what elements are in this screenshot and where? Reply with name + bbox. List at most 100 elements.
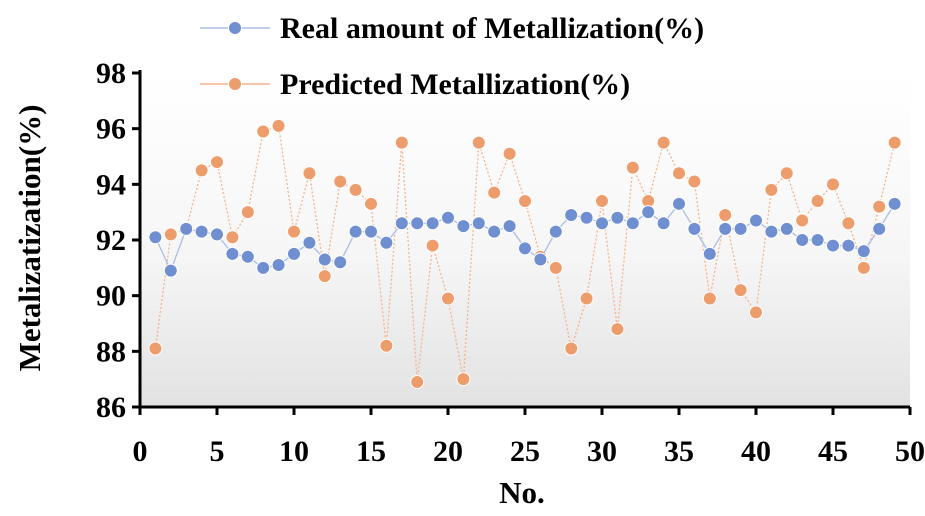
data-point (749, 213, 763, 228)
data-point (194, 163, 209, 178)
data-point (872, 221, 887, 236)
data-point (548, 224, 563, 239)
data-point (826, 238, 840, 253)
x-tick-label: 5 (210, 435, 225, 468)
ticks-layer: 86 88 90 92 94 96 98 0 5 10 15 20 25 30 35 40 45 50 (96, 57, 925, 468)
data-point (579, 210, 594, 225)
data-point (394, 135, 409, 150)
legend-label: Real amount of Metallization(%) (280, 12, 704, 45)
data-point (471, 216, 486, 231)
data-point (379, 338, 394, 353)
data-point (764, 224, 779, 239)
data-point (225, 230, 240, 245)
data-point (533, 252, 548, 267)
data-point (518, 194, 532, 209)
data-point (410, 216, 425, 231)
data-point (256, 124, 271, 139)
data-point (425, 238, 440, 253)
data-point (317, 252, 332, 267)
data-point (656, 135, 671, 150)
data-point (394, 216, 409, 231)
data-point (810, 194, 825, 209)
data-point (240, 205, 255, 220)
data-point (456, 219, 471, 234)
y-tick-label: 86 (96, 391, 126, 424)
data-point (564, 341, 579, 356)
plot-background (140, 70, 910, 407)
data-point (749, 305, 763, 320)
x-axis-title: No. (499, 475, 545, 510)
data-point (887, 196, 902, 211)
data-point (564, 207, 579, 222)
data-point (795, 213, 810, 228)
data-point (364, 224, 378, 239)
data-point (718, 221, 733, 236)
data-point (826, 177, 840, 192)
data-point (410, 374, 425, 389)
data-point (502, 219, 517, 234)
data-point (487, 185, 502, 200)
data-point (179, 221, 194, 236)
data-point (595, 216, 609, 231)
data-point (625, 216, 640, 231)
data-point (579, 291, 594, 306)
data-point (702, 246, 717, 261)
data-point (841, 238, 856, 253)
data-point (271, 118, 286, 133)
data-point (841, 216, 856, 231)
series-predicted (148, 118, 902, 389)
x-tick-label: 20 (433, 435, 463, 468)
series-layer (148, 118, 902, 389)
data-point (348, 182, 363, 197)
data-point (271, 258, 286, 273)
data-point (779, 221, 794, 236)
x-tick-label: 50 (895, 435, 925, 468)
data-point (194, 224, 209, 239)
y-axis-title: Metalizatization(%) (12, 105, 47, 372)
x-tick-label: 25 (510, 435, 540, 468)
y-tick-label: 92 (96, 224, 126, 257)
data-point (872, 199, 887, 214)
data-point (625, 160, 640, 175)
data-point (887, 135, 902, 150)
x-tick-label: 0 (133, 435, 148, 468)
data-point (302, 166, 317, 181)
data-point (210, 227, 224, 242)
data-point (672, 196, 686, 211)
data-point (225, 246, 240, 261)
data-point (287, 224, 301, 239)
data-point (302, 235, 317, 250)
data-point (163, 263, 178, 278)
data-point (333, 255, 348, 270)
data-point (656, 216, 671, 231)
y-tick-label: 98 (96, 57, 126, 90)
data-point (487, 224, 502, 239)
data-point (317, 269, 332, 284)
data-point (687, 174, 702, 189)
data-point (779, 166, 794, 181)
data-point (502, 146, 517, 161)
data-point (210, 155, 224, 170)
x-tick-label: 40 (741, 435, 771, 468)
series-real (148, 196, 902, 278)
data-point (364, 196, 378, 211)
data-point (425, 216, 440, 231)
data-point (672, 166, 686, 181)
data-point (702, 291, 717, 306)
data-point (595, 194, 609, 209)
y-tick-label: 90 (96, 280, 126, 313)
x-tick-label: 45 (818, 435, 848, 468)
data-point (856, 260, 871, 275)
data-point (240, 249, 255, 264)
data-point (471, 135, 486, 150)
data-point (610, 322, 625, 337)
data-point (610, 210, 625, 225)
data-point (733, 221, 748, 236)
data-point (856, 244, 871, 259)
legend-label: Predicted Metallization(%) (280, 68, 630, 101)
data-point (163, 227, 178, 242)
x-tick-label: 10 (279, 435, 309, 468)
data-point (518, 241, 532, 256)
data-point (641, 205, 656, 220)
data-point (256, 260, 271, 275)
